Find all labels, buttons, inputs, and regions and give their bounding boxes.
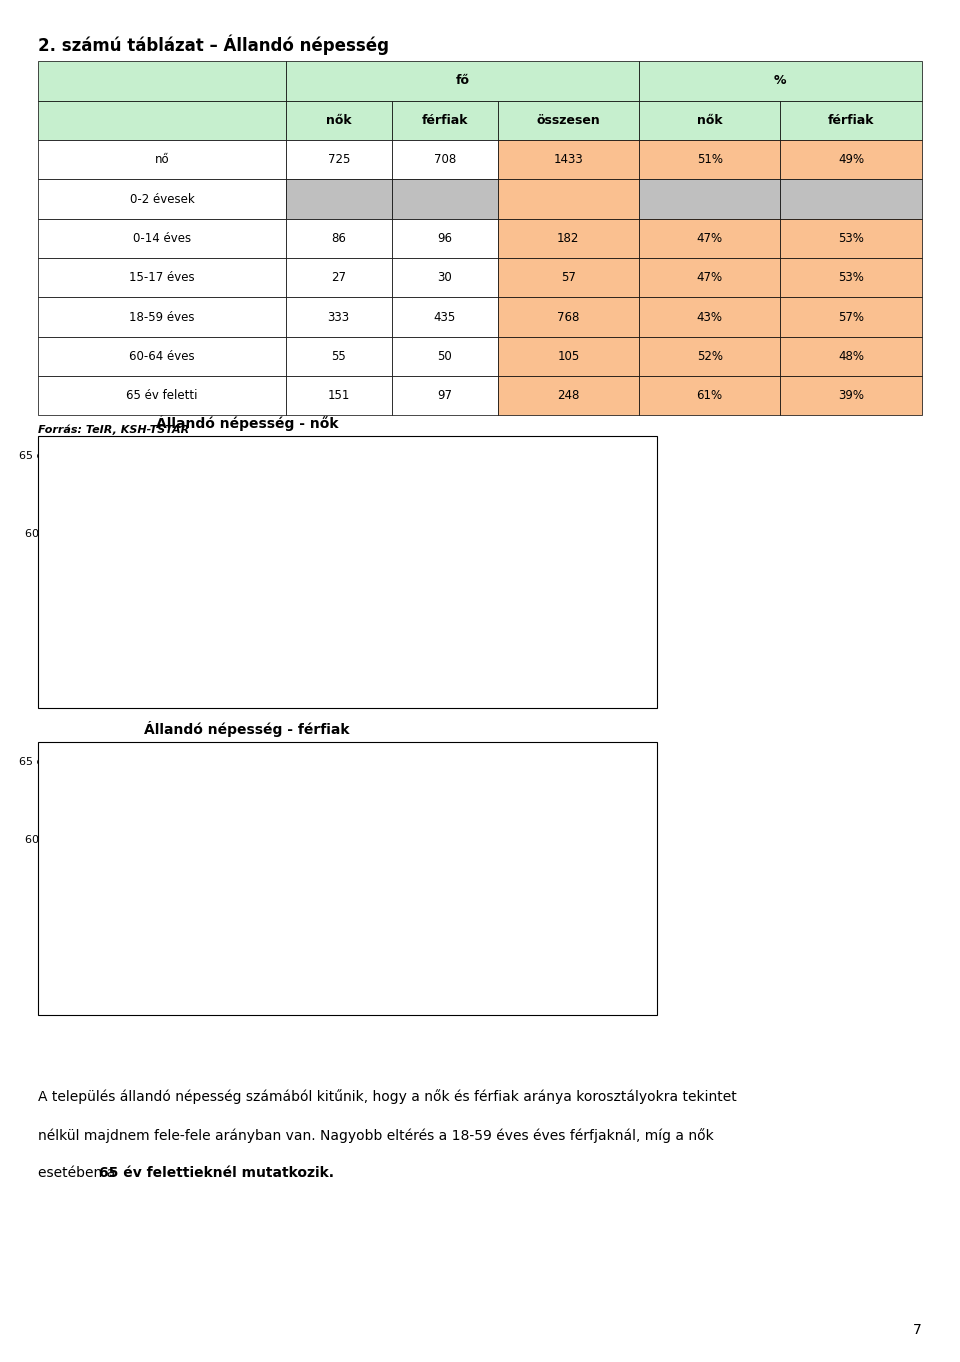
- Text: 15-17 éves
4%: 15-17 éves 4%: [371, 804, 433, 825]
- Text: 48%: 48%: [838, 350, 864, 362]
- Text: 1433: 1433: [554, 153, 583, 166]
- Text: 61%: 61%: [697, 390, 723, 402]
- Text: %: %: [774, 75, 786, 87]
- Title: Állandó népesség - nők: Állandó népesség - nők: [156, 414, 338, 430]
- Text: 39%: 39%: [838, 390, 864, 402]
- Text: 60-64 éves
8%: 60-64 éves 8%: [25, 528, 86, 550]
- Text: 435: 435: [434, 311, 456, 324]
- Text: 65 év feletti
23%: 65 év feletti 23%: [19, 451, 86, 473]
- Text: férfiak: férfiak: [828, 114, 875, 127]
- Text: nők: nők: [697, 114, 723, 127]
- Text: 65 év feletti
14%: 65 év feletti 14%: [19, 757, 86, 779]
- Text: 30: 30: [438, 271, 452, 285]
- Text: 15-17 éves: 15-17 éves: [130, 271, 195, 285]
- Text: 18-59 éves: 18-59 éves: [236, 1007, 299, 1016]
- Text: 18-59 éves: 18-59 éves: [236, 700, 299, 710]
- Text: 53%: 53%: [838, 232, 864, 245]
- Text: 0-2 évesek: 0-2 évesek: [130, 192, 195, 206]
- Text: 2. számú táblázat – Állandó népesség: 2. számú táblázat – Állandó népesség: [38, 34, 390, 54]
- Text: 97: 97: [437, 390, 452, 402]
- Text: 18-59 éves: 18-59 éves: [130, 311, 195, 324]
- Text: 49%: 49%: [838, 153, 864, 166]
- Text: 47%: 47%: [697, 232, 723, 245]
- Text: 182: 182: [557, 232, 580, 245]
- Wedge shape: [152, 518, 350, 669]
- Text: 65 év felettieknél mutatkozik.: 65 év felettieknél mutatkozik.: [99, 1166, 334, 1179]
- Text: 27: 27: [331, 271, 347, 285]
- Text: esetében a: esetében a: [38, 1166, 120, 1179]
- Wedge shape: [147, 804, 247, 872]
- Text: 53%: 53%: [838, 271, 864, 285]
- Text: 105: 105: [557, 350, 580, 362]
- Text: nők: nők: [325, 114, 351, 127]
- Wedge shape: [168, 768, 247, 872]
- Text: férfiak: férfiak: [421, 114, 468, 127]
- Text: 96: 96: [437, 232, 452, 245]
- Text: 7: 7: [913, 1324, 922, 1337]
- Wedge shape: [247, 768, 324, 872]
- Wedge shape: [143, 827, 350, 975]
- Text: 0-14 éves
13%: 0-14 éves 13%: [355, 440, 410, 462]
- Text: összesen: összesen: [537, 114, 600, 127]
- Text: 248: 248: [557, 390, 580, 402]
- Text: 0-14 éves: 0-14 éves: [133, 232, 191, 245]
- Text: nő: nő: [155, 153, 169, 166]
- Text: A település állandó népesség számából kitűnik, hogy a nők és férfiak aránya koro: A település állandó népesség számából ki…: [38, 1090, 737, 1105]
- Text: Forrás: TeIR, KSH-TSTAR: Forrás: TeIR, KSH-TSTAR: [38, 425, 190, 436]
- Wedge shape: [144, 462, 247, 565]
- Text: 15-17 éves
4%: 15-17 éves 4%: [371, 497, 433, 519]
- Text: 725: 725: [327, 153, 349, 166]
- Wedge shape: [143, 553, 247, 607]
- Text: 333: 333: [327, 311, 349, 324]
- Text: fő: fő: [455, 75, 469, 87]
- Text: nélkül majdnem fele-fele arányban van. Nagyobb eltérés a 18-59 éves éves férfjak: nélkül majdnem fele-fele arányban van. N…: [38, 1128, 714, 1143]
- Wedge shape: [247, 496, 339, 565]
- Text: 60-64 éves: 60-64 éves: [130, 350, 195, 362]
- Text: 151: 151: [327, 390, 349, 402]
- Text: 43%: 43%: [697, 311, 723, 324]
- Wedge shape: [247, 804, 340, 872]
- Text: 50: 50: [438, 350, 452, 362]
- Text: 65 év feletti: 65 év feletti: [127, 390, 198, 402]
- Title: Állandó népesség - férfiak: Állandó népesség - férfiak: [144, 720, 349, 737]
- Text: 768: 768: [557, 311, 580, 324]
- Text: 52%: 52%: [697, 350, 723, 362]
- Text: 60-64 éves
7%: 60-64 éves 7%: [25, 835, 86, 857]
- Text: 57%: 57%: [838, 311, 864, 324]
- Text: 0-14 éves
14%: 0-14 éves 14%: [355, 746, 410, 768]
- Text: 47%: 47%: [697, 271, 723, 285]
- Text: 51%: 51%: [697, 153, 723, 166]
- Text: 55: 55: [331, 350, 346, 362]
- Text: 86: 86: [331, 232, 347, 245]
- Text: 57: 57: [561, 271, 576, 285]
- Wedge shape: [247, 462, 324, 565]
- Text: 708: 708: [434, 153, 456, 166]
